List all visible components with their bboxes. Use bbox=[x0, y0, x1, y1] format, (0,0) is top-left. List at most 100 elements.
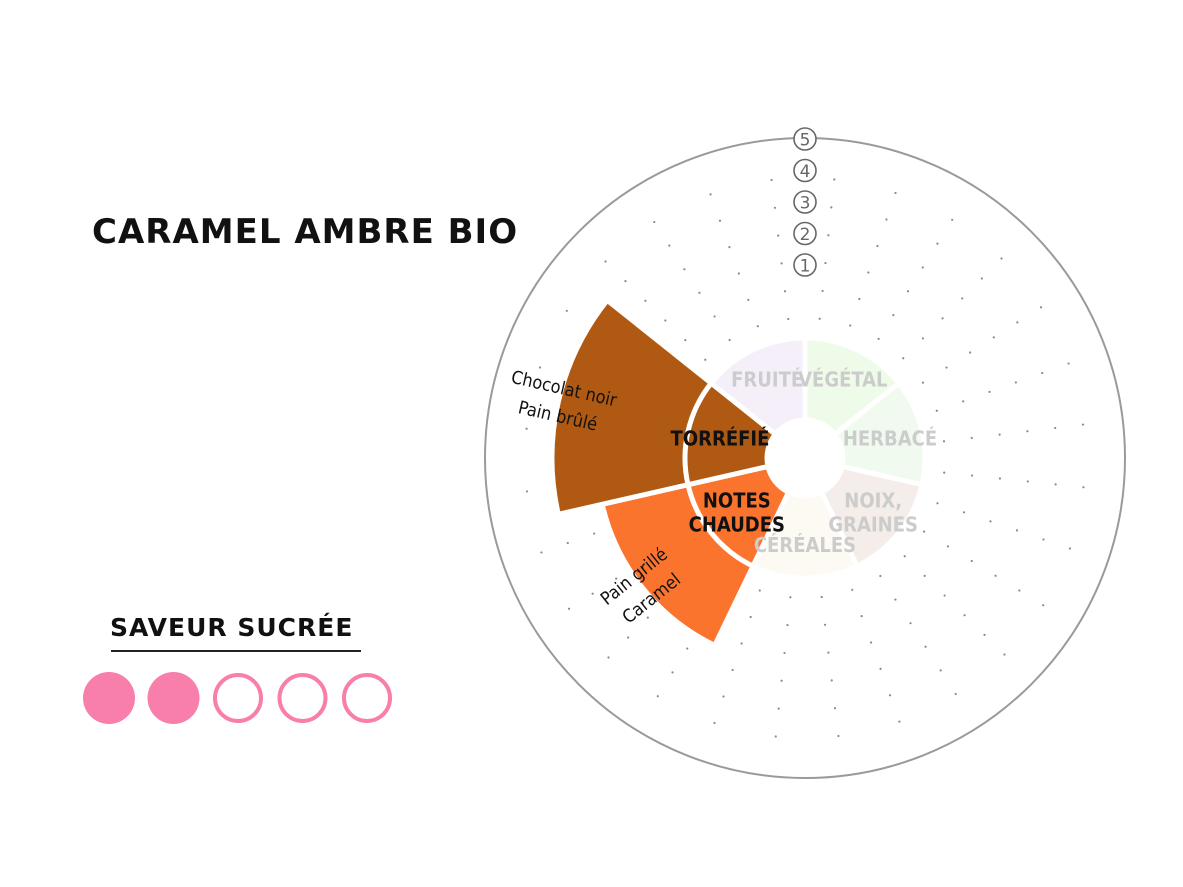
sweetness-dot-filled bbox=[83, 672, 135, 724]
scale-marker bbox=[793, 158, 817, 183]
sector-torréfié bbox=[549, 296, 779, 518]
grid-dot bbox=[780, 679, 783, 682]
grid-dot bbox=[921, 381, 925, 384]
grid-dot bbox=[525, 490, 529, 493]
category-label: VÉGÉTAL bbox=[798, 367, 887, 391]
category-label: FRUITÉ bbox=[731, 367, 803, 391]
grid-dot bbox=[624, 280, 627, 283]
grid-dot bbox=[936, 242, 939, 245]
scale-label: 5 bbox=[800, 131, 811, 151]
grid-dot bbox=[686, 647, 689, 650]
grid-dot bbox=[837, 734, 840, 738]
grid-dot bbox=[961, 297, 964, 300]
sweetness-dot-empty bbox=[277, 673, 328, 723]
grid-dot bbox=[921, 266, 924, 269]
grid-dot bbox=[821, 289, 824, 293]
grid-dot bbox=[607, 656, 610, 659]
grid-dot bbox=[627, 636, 630, 639]
wheel-scale: 1 2 3 4 5 bbox=[793, 127, 817, 277]
sweetness-title: SAVEUR SUCRÉE bbox=[110, 613, 354, 642]
sector-herbacé bbox=[831, 379, 928, 488]
scale-label: 3 bbox=[800, 194, 811, 214]
grid-dot bbox=[1082, 486, 1085, 489]
grid-dot bbox=[671, 671, 674, 674]
grid-dot bbox=[879, 667, 882, 670]
grid-dot bbox=[951, 218, 954, 221]
grid-dot bbox=[935, 409, 938, 412]
sweetness-rating bbox=[83, 672, 392, 724]
grid-dot bbox=[709, 193, 712, 196]
grid-dot bbox=[747, 298, 750, 301]
grid-dot bbox=[1067, 362, 1070, 365]
grid-dot bbox=[525, 427, 528, 430]
category-label: HERBACÉ bbox=[843, 427, 937, 451]
grid-dot bbox=[1081, 423, 1085, 426]
sector-inner-divider bbox=[682, 381, 714, 486]
grid-dot bbox=[615, 577, 618, 580]
grid-dot bbox=[1026, 480, 1029, 483]
grid-dot bbox=[962, 511, 966, 514]
grid-dot bbox=[1054, 483, 1057, 486]
grid-dot bbox=[909, 622, 912, 625]
sector-végétal bbox=[802, 335, 903, 438]
grid-dot bbox=[728, 246, 731, 249]
grid-dot bbox=[892, 313, 895, 317]
grid-dot bbox=[827, 234, 830, 237]
grid-dot bbox=[540, 551, 543, 554]
grid-dot bbox=[902, 357, 905, 360]
grid-dot bbox=[939, 669, 942, 672]
grid-dot bbox=[945, 366, 948, 369]
grid-dot bbox=[924, 645, 927, 648]
grid-dot bbox=[646, 616, 649, 619]
grid-dot bbox=[774, 735, 777, 738]
grid-dot bbox=[1039, 306, 1043, 309]
grid-dot bbox=[936, 502, 939, 505]
grid-dot bbox=[970, 474, 974, 477]
scale-marker bbox=[793, 221, 817, 246]
sector-notes-chaudes bbox=[599, 463, 792, 649]
scale-label: 4 bbox=[800, 162, 811, 182]
category-label: CÉRÉALES bbox=[754, 533, 856, 557]
sweetness-dot-empty bbox=[213, 673, 263, 723]
grid-dot bbox=[668, 244, 671, 247]
grid-dot bbox=[737, 272, 740, 275]
grid-dot bbox=[1042, 604, 1045, 607]
grid-dot bbox=[731, 668, 734, 672]
grid-dot bbox=[653, 220, 656, 224]
grid-dot bbox=[820, 595, 823, 599]
grid-dot bbox=[1000, 257, 1003, 260]
grid-dot bbox=[683, 268, 686, 271]
grid-dot bbox=[567, 607, 571, 610]
grid-dot bbox=[786, 623, 789, 627]
grid-dot bbox=[664, 319, 667, 322]
grid-dot bbox=[1041, 371, 1044, 375]
grid-dot bbox=[833, 178, 836, 181]
grid-dot bbox=[830, 206, 833, 209]
sweetness-dot-empty bbox=[342, 673, 392, 723]
grid-dot bbox=[827, 651, 830, 654]
grid-dot bbox=[718, 219, 722, 222]
grid-dot bbox=[988, 390, 991, 393]
grid-dot bbox=[851, 588, 854, 591]
grid-dot bbox=[867, 271, 870, 274]
grid-dot bbox=[604, 260, 607, 263]
grid-dot bbox=[998, 433, 1001, 436]
grid-dot bbox=[849, 324, 852, 327]
grid-dot bbox=[1026, 430, 1029, 433]
grid-dot bbox=[824, 261, 827, 265]
grid-dot bbox=[943, 471, 946, 474]
grid-dot bbox=[1054, 426, 1057, 430]
grid-dot bbox=[773, 206, 777, 209]
grid-dot bbox=[787, 317, 790, 321]
scale-label: 1 bbox=[800, 257, 811, 277]
grid-dot bbox=[818, 317, 821, 320]
grid-dot bbox=[894, 598, 897, 601]
grid-dot bbox=[777, 707, 780, 710]
grid-dot bbox=[963, 614, 966, 617]
grid-dot bbox=[684, 338, 687, 342]
sector-inner-divider bbox=[685, 484, 755, 569]
grid-dot bbox=[941, 317, 944, 320]
grid-dot bbox=[1016, 321, 1019, 324]
grid-dot bbox=[906, 290, 910, 293]
